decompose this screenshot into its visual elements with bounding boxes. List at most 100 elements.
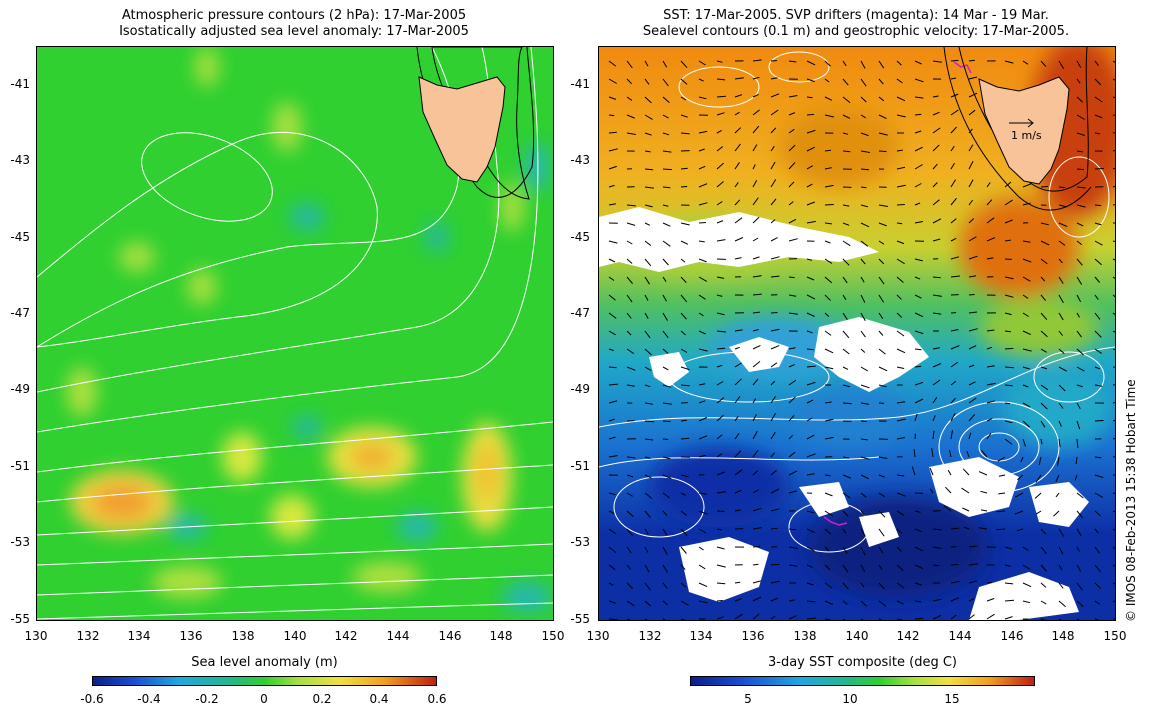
- velocity-arrow: [734, 329, 743, 332]
- velocity-arrow: [662, 186, 671, 189]
- velocity-arrow: [626, 78, 633, 85]
- velocity-arrow: [716, 276, 725, 279]
- velocity-arrow: [1004, 384, 1013, 387]
- velocity-arrow: [824, 240, 831, 244]
- velocity-arrow: [860, 114, 866, 119]
- velocity-arrow: [986, 581, 993, 584]
- velocity-arrow: [608, 366, 617, 369]
- velocity-arrow: [806, 381, 816, 386]
- velocity-arrow: [860, 420, 867, 423]
- velocity-arrow: [1040, 384, 1049, 391]
- velocity-arrow: [860, 168, 870, 171]
- velocity-arrow: [860, 312, 866, 322]
- velocity-arrow: [968, 328, 978, 332]
- velocity-arrow: [1076, 384, 1083, 388]
- pressure-contour: [37, 131, 378, 348]
- velocity-scale-arrowhead: [1027, 118, 1034, 128]
- velocity-arrow: [1094, 564, 1101, 573]
- velocity-arrow: [1076, 240, 1083, 245]
- velocity-arrow: [1058, 312, 1064, 321]
- velocity-arrow: [662, 240, 671, 247]
- velocity-arrow: [644, 492, 653, 499]
- lat-tick: -43: [570, 153, 590, 167]
- velocity-arrow: [860, 186, 867, 189]
- lon-tick: 142: [334, 629, 358, 643]
- velocity-arrow: [698, 435, 708, 440]
- velocity-arrow: [968, 144, 974, 152]
- velocity-arrow: [878, 150, 887, 153]
- velocity-arrow: [698, 400, 706, 404]
- velocity-arrow: [788, 218, 797, 224]
- velocity-arrow: [968, 218, 975, 224]
- sla-colorbar-tick: -0.6: [80, 692, 104, 706]
- velocity-arrow: [806, 528, 816, 534]
- velocity-arrow: [644, 528, 649, 535]
- velocity-arrow: [608, 348, 614, 352]
- velocity-arrow: [860, 384, 870, 389]
- velocity-arrow: [950, 597, 959, 602]
- velocity-arrow: [824, 528, 832, 535]
- velocity-arrow: [1058, 582, 1064, 589]
- velocity-arrow: [1112, 312, 1115, 316]
- velocity-arrow: [626, 564, 631, 570]
- velocity-arrow: [896, 600, 904, 605]
- velocity-arrow: [716, 491, 726, 494]
- velocity-arrow: [1040, 402, 1048, 410]
- velocity-arrow: [644, 222, 651, 226]
- velocity-arrow: [1076, 492, 1084, 499]
- velocity-arrow: [680, 312, 687, 320]
- bathymetry-contour: [958, 47, 1089, 192]
- velocity-arrow: [1004, 438, 1013, 445]
- velocity-arrow: [878, 582, 885, 590]
- velocity-arrow: [842, 546, 848, 554]
- velocity-arrow: [1076, 438, 1079, 448]
- velocity-arrow: [842, 222, 850, 226]
- velocity-arrow: [1004, 312, 1012, 316]
- velocity-arrow: [788, 144, 796, 152]
- velocity-arrow: [968, 345, 977, 350]
- velocity-arrow: [662, 132, 670, 136]
- velocity-arrow: [824, 276, 833, 284]
- sla-anomaly-field: [67, 47, 552, 612]
- velocity-arrow: [608, 546, 617, 553]
- sla-colorbar: [92, 676, 437, 686]
- velocity-arrow: [608, 600, 617, 604]
- velocity-arrow: [662, 150, 672, 153]
- velocity-arrow: [824, 436, 834, 440]
- velocity-arrow: [662, 618, 667, 620]
- velocity-arrow: [932, 182, 938, 188]
- velocity-arrow: [914, 96, 924, 99]
- velocity-arrow: [824, 294, 831, 301]
- velocity-arrow: [914, 60, 922, 65]
- velocity-arrow: [914, 202, 921, 206]
- velocity-arrow: [734, 362, 742, 368]
- velocity-arrow: [932, 363, 942, 368]
- velocity-arrow: [734, 450, 742, 458]
- velocity-arrow: [966, 450, 970, 458]
- velocity-arrow: [770, 508, 780, 512]
- velocity-arrow: [1022, 600, 1031, 604]
- velocity-arrow: [1004, 199, 1013, 206]
- velocity-arrow: [788, 364, 795, 368]
- velocity-arrow: [716, 330, 726, 333]
- velocity-arrow: [680, 510, 688, 516]
- left-title-line2: Isostatically adjusted sea level anomaly…: [119, 24, 469, 39]
- velocity-arrow: [1057, 456, 1060, 466]
- velocity-arrow: [914, 582, 922, 586]
- pressure-contour: [37, 602, 553, 620]
- velocity-arrow: [842, 564, 849, 573]
- velocity-arrow: [806, 473, 815, 476]
- velocity-arrow: [1094, 456, 1102, 459]
- velocity-arrow: [1022, 420, 1030, 428]
- velocity-arrow: [945, 486, 952, 494]
- velocity-arrow: [1040, 528, 1047, 535]
- velocity-arrow: [770, 237, 778, 242]
- velocity-arrow: [914, 78, 924, 83]
- right-title-line1: SST: 17-Mar-2005. SVP drifters (magenta)…: [663, 8, 1049, 23]
- velocity-arrow: [1076, 78, 1081, 84]
- velocity-arrow: [824, 564, 831, 571]
- velocity-arrow: [662, 330, 669, 339]
- velocity-arrow: [932, 163, 938, 170]
- velocity-arrow: [1112, 528, 1115, 532]
- velocity-arrow: [680, 114, 688, 118]
